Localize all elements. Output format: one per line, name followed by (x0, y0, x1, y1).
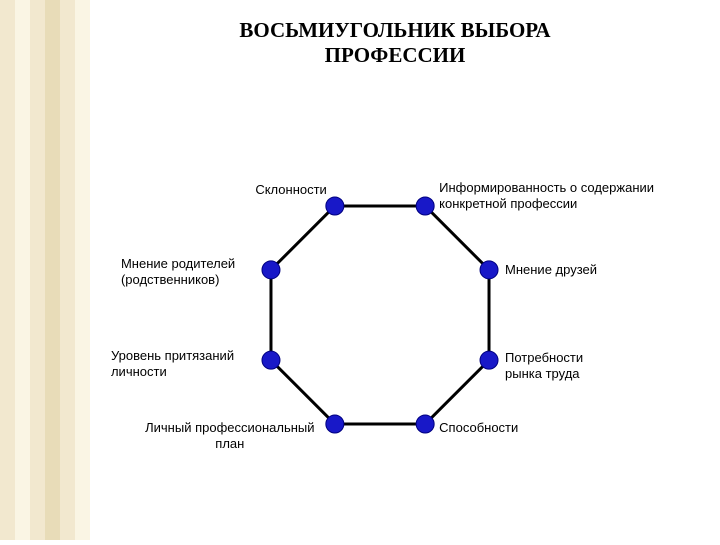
node-label: Способности (439, 420, 599, 436)
node-label: Потребности рынка труда (505, 350, 665, 383)
page-title: ВОСЬМИУГОЛЬНИК ВЫБОРА ПРОФЕССИИ (90, 18, 700, 68)
octagon-edge (425, 360, 489, 424)
sidebar-stripe (0, 0, 15, 540)
sidebar-stripe (30, 0, 45, 540)
sidebar-stripe (75, 0, 90, 540)
sidebar-stripe (15, 0, 30, 540)
octagon-node (480, 261, 498, 279)
edges-group (271, 206, 489, 424)
node-label: Личный профессиональный план (135, 420, 325, 453)
node-label: Информированность о содержании конкретно… (439, 180, 699, 213)
decorative-sidebar (0, 0, 90, 540)
node-label: Склонности (217, 182, 327, 198)
octagon-edge (425, 206, 489, 270)
nodes-group (262, 197, 498, 433)
octagon-node (416, 415, 434, 433)
octagon-edge (271, 360, 335, 424)
sidebar-stripes (0, 0, 90, 540)
diagram-svg (90, 90, 720, 540)
octagon-node (326, 197, 344, 215)
node-label: Мнение друзей (505, 262, 665, 278)
octagon-node (326, 415, 344, 433)
sidebar-stripe (45, 0, 60, 540)
sidebar-stripe (60, 0, 75, 540)
octagon-node (480, 351, 498, 369)
octagon-edge (271, 206, 335, 270)
node-label: Уровень притязаний личности (111, 348, 271, 381)
octagon-diagram: Склонности Информированность о содержании… (90, 90, 720, 540)
octagon-node (416, 197, 434, 215)
node-label: Мнение родителей (родственников) (121, 256, 271, 289)
